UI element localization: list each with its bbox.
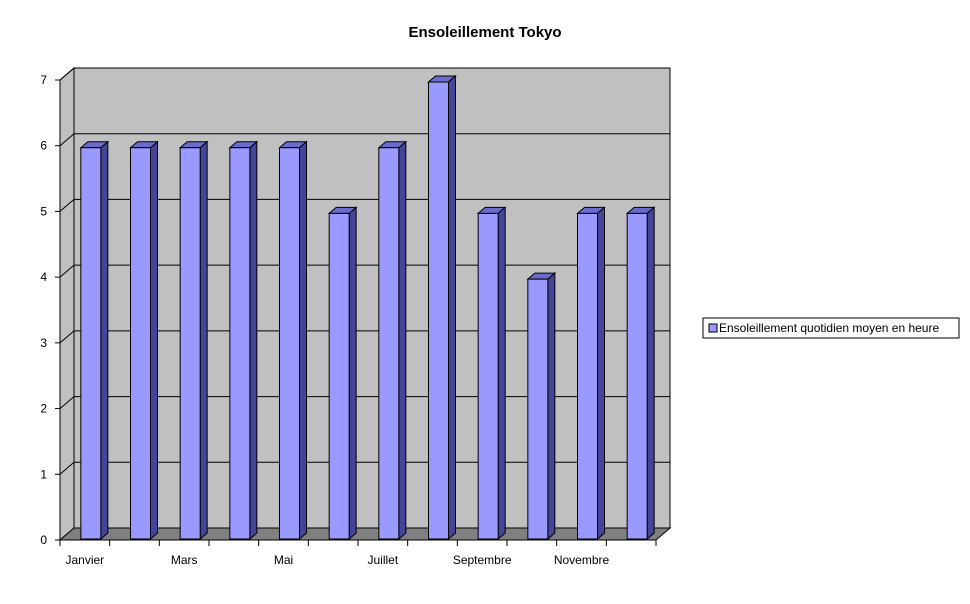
gridline: [59, 67, 670, 81]
side-wall: [59, 66, 75, 542]
x-tick-label: Septembre: [453, 553, 512, 567]
y-tick-label: 2: [40, 402, 47, 416]
gridline: [59, 264, 670, 278]
y-tick-label: 5: [40, 204, 47, 218]
bar: [527, 278, 549, 540]
bar: [577, 212, 598, 540]
bar-side: [497, 206, 506, 541]
bar: [229, 147, 251, 540]
y-tick-label: 6: [40, 139, 47, 153]
x-tick-label: Mars: [171, 553, 198, 567]
y-tick-label: 7: [40, 73, 47, 87]
bar-side: [646, 206, 655, 541]
bar-side: [100, 140, 109, 541]
legend: Ensoleillement quotidien moyen en heure: [702, 317, 960, 339]
gridline: [59, 133, 670, 147]
bar-side: [448, 74, 456, 541]
y-tick-label: 1: [40, 467, 47, 481]
legend-label: Ensoleillement quotidien moyen en heure: [719, 321, 939, 335]
bar: [80, 147, 102, 540]
y-tick-label: 3: [40, 336, 47, 350]
bar-side: [199, 140, 208, 541]
legend-swatch: [708, 323, 718, 333]
gridline: [59, 396, 670, 409]
bar: [179, 147, 201, 540]
bar-side: [249, 140, 258, 541]
x-tick-label: Novembre: [554, 553, 610, 567]
bar-side: [150, 140, 158, 541]
gridline: [59, 198, 670, 212]
bar: [328, 212, 350, 540]
plot-area: 0 1 2 3 4 5 6 7 Janvier Mars Mai Juillet Septembre No…: [40, 66, 672, 567]
bar: [279, 147, 300, 540]
x-tick-label: Janvier: [65, 553, 104, 567]
x-tick-label: Mai: [274, 553, 293, 567]
bar-side: [547, 272, 556, 541]
bar-side: [597, 206, 605, 541]
y-tick-label: 0: [40, 533, 47, 547]
bar-side: [299, 140, 307, 541]
chart-title: Ensoleillement Tokyo: [408, 24, 561, 41]
legend-box: [702, 317, 960, 339]
x-tick-label: Juillet: [367, 553, 398, 567]
bar: [626, 212, 648, 540]
bar: [378, 147, 400, 540]
gridline: [59, 330, 670, 344]
bar: [477, 212, 499, 540]
bar-side: [398, 140, 407, 541]
bar: [130, 147, 151, 540]
gridline: [59, 461, 670, 475]
y-tick-label: 4: [40, 270, 47, 284]
bar: [428, 81, 449, 540]
bar-side: [348, 206, 357, 541]
